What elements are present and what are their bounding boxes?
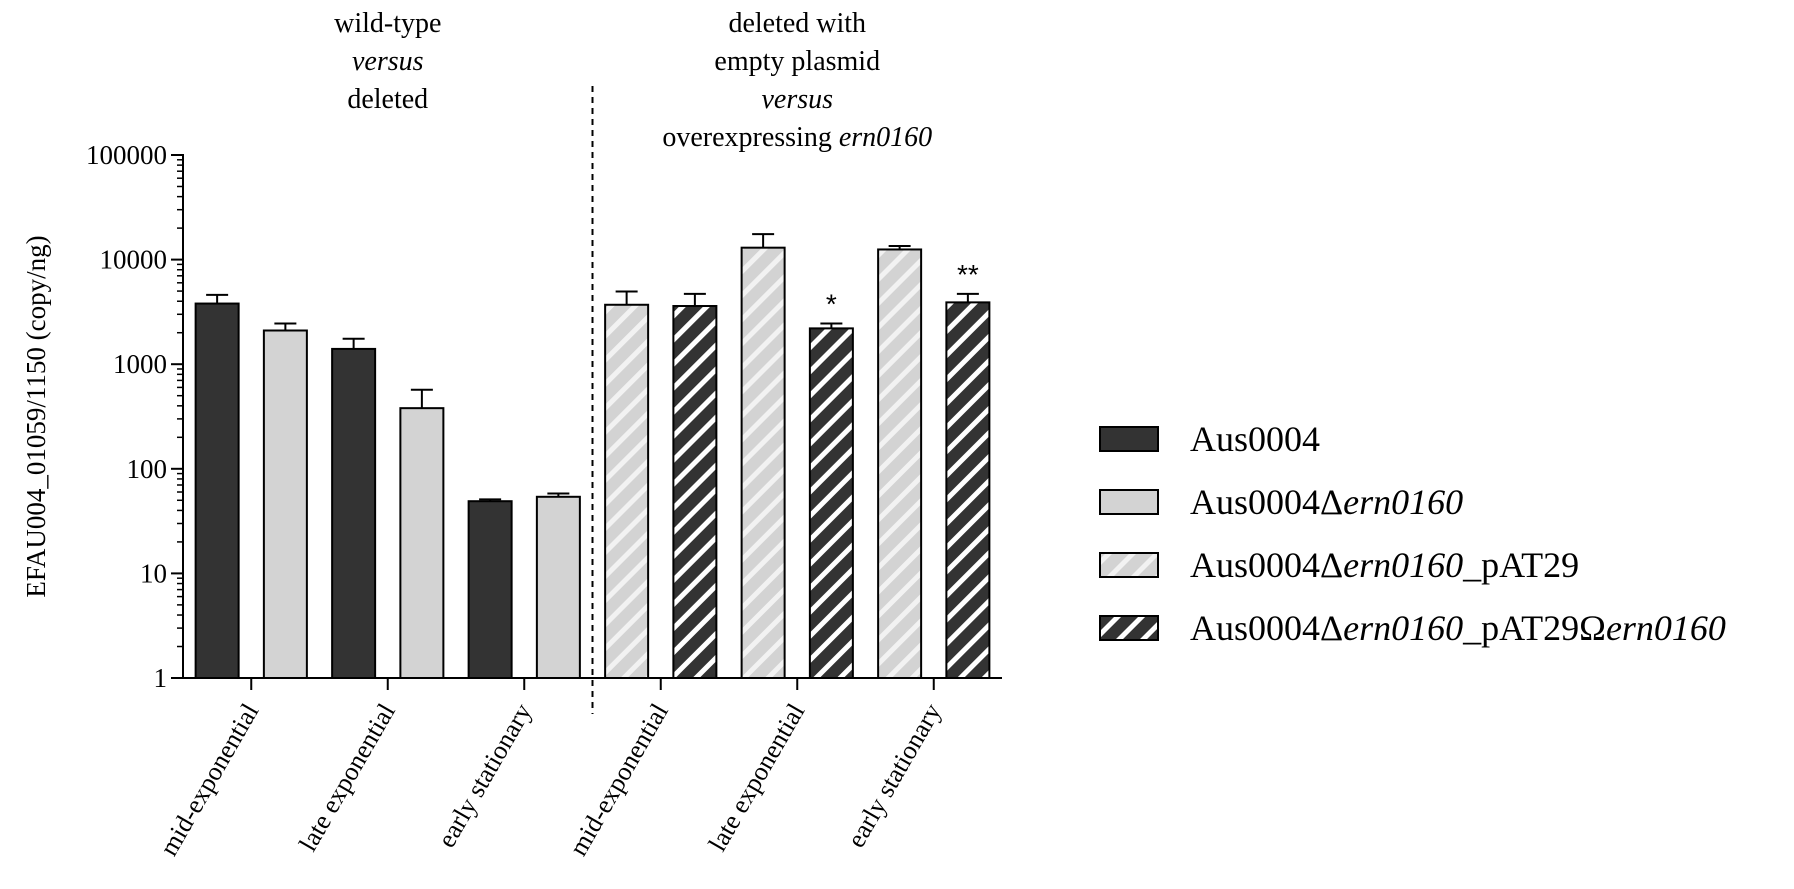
axes-layer: 1 10 100 1000 10000 100000 <box>86 140 1002 693</box>
group-header-line-part: deleted with <box>728 8 866 39</box>
legend-entry-label: Aus0004Δern0160 <box>1190 482 1463 522</box>
y-tick-label: 1000 <box>113 349 167 379</box>
y-tick-label: 100 <box>127 454 168 484</box>
y-tick-label: 10 <box>140 558 167 588</box>
bar <box>604 303 650 679</box>
x-tick-label: mid-exponential <box>154 699 264 861</box>
group-header-line: versus <box>352 46 424 77</box>
legend-entry-label-part: ern0160 <box>1343 608 1463 648</box>
x-tick-label: late exponential <box>293 699 401 857</box>
x-tick-label: early stationary <box>841 699 947 853</box>
bars-layer: *** <box>194 233 991 680</box>
bar <box>399 407 445 679</box>
bar <box>945 301 991 679</box>
group-header-line: versus <box>761 84 833 115</box>
bar <box>535 495 581 680</box>
x-tick-label: late exponential <box>703 699 811 857</box>
group-header-line: empty plasmid <box>714 46 880 77</box>
group-headers: wild-type versus deleted deleted with empty … <box>334 8 932 153</box>
significance-marker: ** <box>957 259 979 290</box>
bar <box>194 302 240 679</box>
legend-entry-label: Aus0004Δern0160_pAT29Ωern0160 <box>1190 608 1726 648</box>
legend-entry-label-part: _pAT29 <box>1462 545 1579 585</box>
legend-swatch <box>1099 615 1159 641</box>
y-tick-label: 1 <box>154 663 168 693</box>
legend-entry-label-part: ern0160 <box>1606 608 1726 648</box>
legend-entry-label-part: _pAT29Ω <box>1462 608 1606 648</box>
x-tick-label: early stationary <box>432 699 538 853</box>
bar <box>877 248 923 679</box>
bar <box>808 327 854 679</box>
legend-entry-label-part: Aus0004Δ <box>1190 608 1343 648</box>
bar <box>740 246 786 679</box>
group-header-line: overexpressing ern0160 <box>662 122 932 153</box>
bar <box>467 500 513 679</box>
y-tick-label: 100000 <box>86 140 167 170</box>
x-tick-labels: mid-exponential late exponential early sta… <box>154 699 947 861</box>
bar <box>672 305 718 679</box>
legend-swatch <box>1099 552 1159 578</box>
group-header-line: deleted <box>347 84 428 115</box>
legend-entry-label-part: Aus0004 <box>1190 419 1320 459</box>
legend-entry-label-part: Aus0004Δ <box>1190 482 1343 522</box>
group-header-line-part: versus <box>761 84 833 115</box>
y-axis-label-group: EFAU004_01059/1150 (copy/ng) <box>21 235 51 597</box>
y-axis-label: EFAU004_01059/1150 (copy/ng) <box>21 235 51 597</box>
significance-marker: * <box>826 288 837 319</box>
x-tick-label: mid-exponential <box>564 699 674 861</box>
group-header-line: wild-type <box>334 8 441 39</box>
group-header-line: deleted with <box>728 8 866 39</box>
legend-entry-label-part: Aus0004Δ <box>1190 545 1343 585</box>
group-header-line-part: overexpressing <box>662 122 839 153</box>
legend-entry-label: Aus0004Δern0160_pAT29 <box>1190 545 1579 585</box>
bar <box>262 329 308 679</box>
legend-entry-label-part: ern0160 <box>1343 545 1463 585</box>
group-header-line-part: deleted <box>347 84 428 115</box>
legend-swatch <box>1099 426 1159 452</box>
legend-swatch <box>1099 489 1159 515</box>
y-tick-label: 10000 <box>100 245 168 275</box>
group-header-line-part: empty plasmid <box>714 46 880 77</box>
group-header-line-part: ern0160 <box>839 122 932 153</box>
legend-entry-label: Aus0004 <box>1190 419 1320 459</box>
legend-entry-label-part: ern0160 <box>1343 482 1463 522</box>
group-header-line-part: versus <box>352 46 424 77</box>
legend: Aus0004Aus0004Δern0160Aus0004Δern0160_pA… <box>1099 419 1726 648</box>
group-header-line-part: wild-type <box>334 8 441 39</box>
bar <box>331 347 377 679</box>
